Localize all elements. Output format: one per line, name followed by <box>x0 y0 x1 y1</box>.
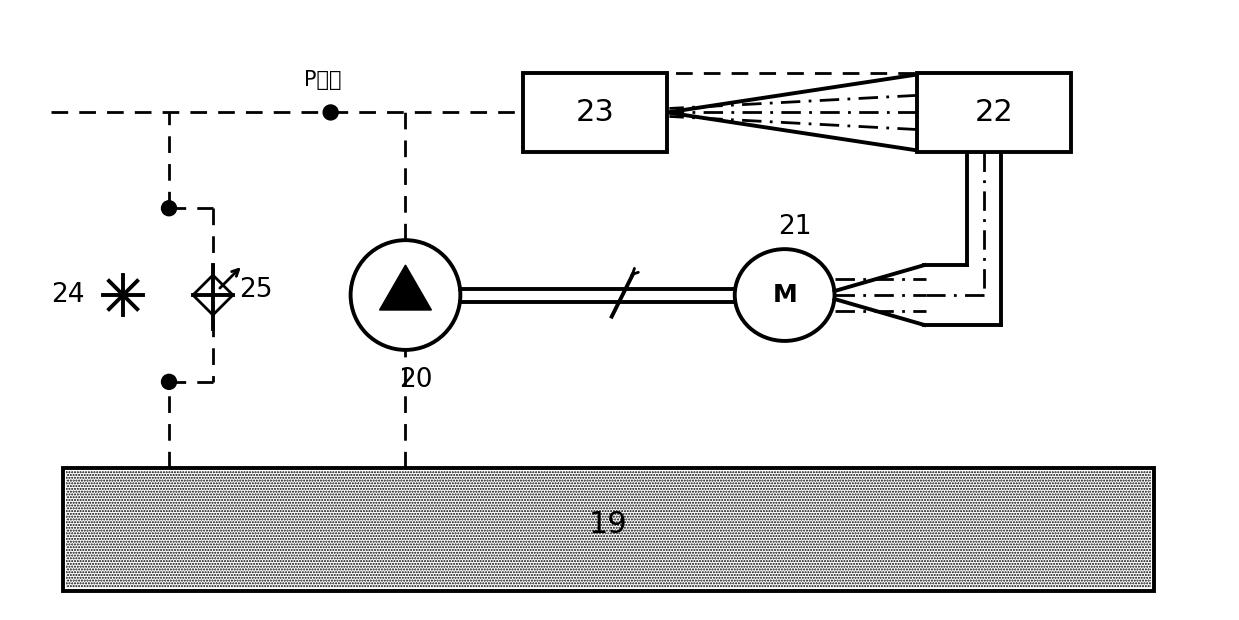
Text: 21: 21 <box>778 214 812 240</box>
Circle shape <box>323 105 338 120</box>
Text: 25: 25 <box>239 277 273 303</box>
Bar <box>63 467 1154 591</box>
Text: M: M <box>772 283 797 307</box>
Circle shape <box>161 374 176 389</box>
Bar <box>66 471 1151 588</box>
Text: 23: 23 <box>576 98 615 127</box>
Bar <box>917 73 1072 153</box>
Polygon shape <box>379 265 431 310</box>
Text: 24: 24 <box>52 282 85 308</box>
Circle shape <box>161 201 176 216</box>
Text: 19: 19 <box>590 510 628 539</box>
Text: P恒定: P恒定 <box>304 71 342 91</box>
Bar <box>523 73 668 153</box>
Text: 22: 22 <box>975 98 1014 127</box>
Text: 20: 20 <box>399 367 432 393</box>
